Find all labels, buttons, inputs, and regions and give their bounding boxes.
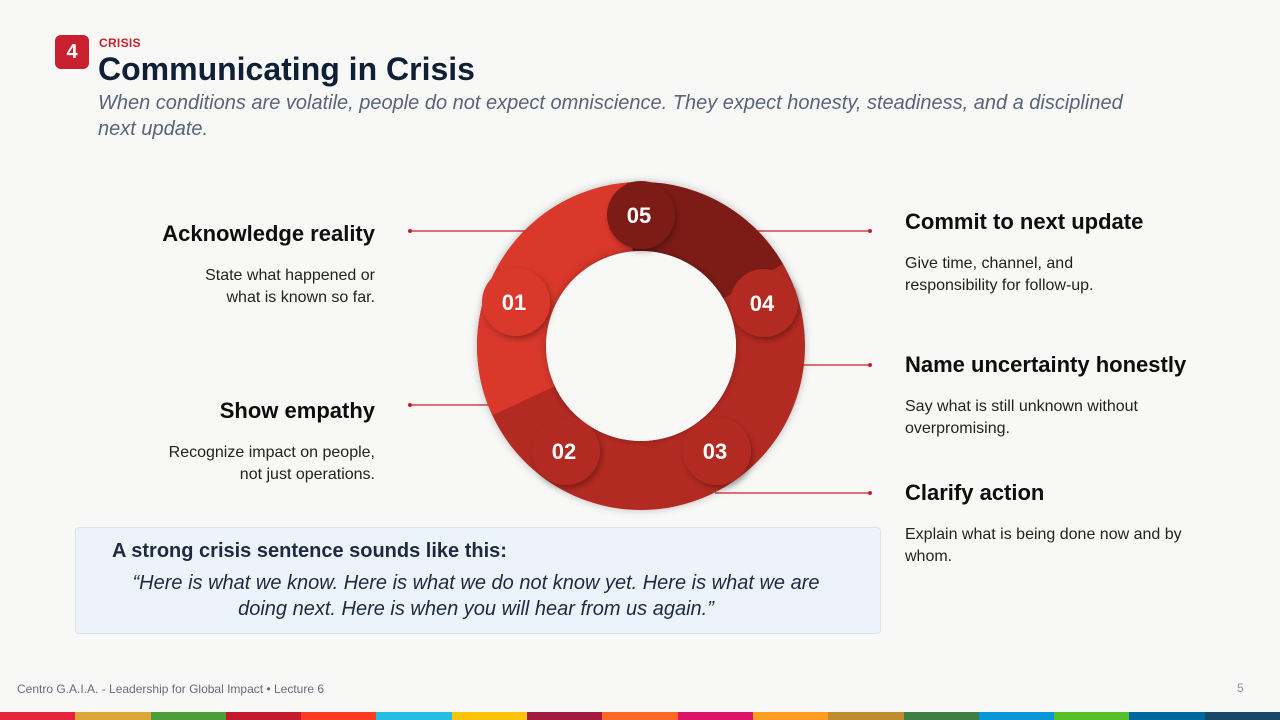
color-strip-segment [752, 712, 829, 720]
color-strip-segment [0, 712, 76, 720]
step-bubble-03 [683, 417, 751, 485]
step-03-title: Clarify action [905, 480, 1045, 505]
step-02-title: Show empathy [219, 398, 375, 423]
step-bubble-01 [482, 268, 550, 336]
connector-05-dot [868, 229, 872, 233]
color-strip-segment [978, 712, 1055, 720]
callout-quote: “Here is what we know. Here is what we d… [132, 572, 820, 620]
step-04-block: Name uncertainty honestly Say what is st… [905, 352, 1205, 440]
page-title: Communicating in Crisis [98, 51, 475, 87]
step-number-05: 05 [627, 203, 651, 228]
step-number-03: 03 [703, 439, 727, 464]
step-02-block: Show empathy Recognize impact on people,… [75, 398, 375, 486]
color-strip-segment [376, 712, 452, 720]
color-strip-segment [677, 712, 753, 720]
color-strip-segment [903, 712, 979, 720]
color-strip-segment [451, 712, 528, 720]
connector-lines [408, 229, 872, 495]
step-05-block: Commit to next update Give time, channel… [905, 209, 1205, 297]
color-strip-segment [1204, 712, 1280, 720]
ring-hole [546, 251, 736, 441]
color-strip-segment [527, 712, 603, 720]
connector-04-dot [868, 363, 872, 367]
step-03-block: Clarify action Explain what is being don… [905, 480, 1205, 568]
step-03-description: Explain what is being done now and by wh… [905, 526, 1182, 565]
callout-heading: A strong crisis sentence sounds like thi… [112, 540, 507, 562]
color-strip-segment [301, 712, 377, 720]
color-strip-segment [150, 712, 226, 720]
step-number-01: 01 [502, 290, 526, 315]
connector-03-dot [868, 491, 872, 495]
step-01-description: State what happened or what is known so … [205, 267, 375, 306]
connector-02-dot [408, 403, 412, 407]
page-subtitle: When conditions are volatile, people do … [98, 92, 1123, 140]
step-bubbles: 01 05 04 03 02 [482, 181, 798, 485]
color-strip-segment [602, 712, 678, 720]
connector-01-dot [408, 229, 412, 233]
color-strip-segment [225, 712, 302, 720]
color-strip-segment [75, 712, 151, 720]
step-number-04: 04 [750, 291, 775, 316]
step-05-description: Give time, channel, and responsibility f… [905, 255, 1094, 294]
step-bubble-04 [730, 269, 798, 337]
step-bubble-05 [607, 181, 675, 249]
color-strip [0, 712, 1280, 720]
footer-text: Centro G.A.I.A. - Leadership for Global … [17, 682, 325, 696]
color-strip-segment [1054, 712, 1130, 720]
section-number-badge: 4 [55, 35, 89, 69]
section-kicker: CRISIS [99, 36, 141, 50]
color-strip-segment [1129, 712, 1205, 720]
step-01-title: Acknowledge reality [162, 221, 375, 246]
ring-segment-01 [477, 182, 633, 416]
step-bubble-02 [532, 417, 600, 485]
example-sentence-callout: A strong crisis sentence sounds like thi… [75, 527, 881, 634]
step-02-description: Recognize impact on people, not just ope… [168, 444, 375, 483]
color-strip-segment [828, 712, 904, 720]
step-number-02: 02 [552, 439, 576, 464]
step-01-block: Acknowledge reality State what happened … [75, 221, 375, 309]
step-05-title: Commit to next update [905, 209, 1144, 234]
step-04-title: Name uncertainty honestly [905, 352, 1187, 377]
step-04-description: Say what is still unknown without overpr… [905, 398, 1138, 437]
page-number: 5 [1237, 681, 1244, 695]
